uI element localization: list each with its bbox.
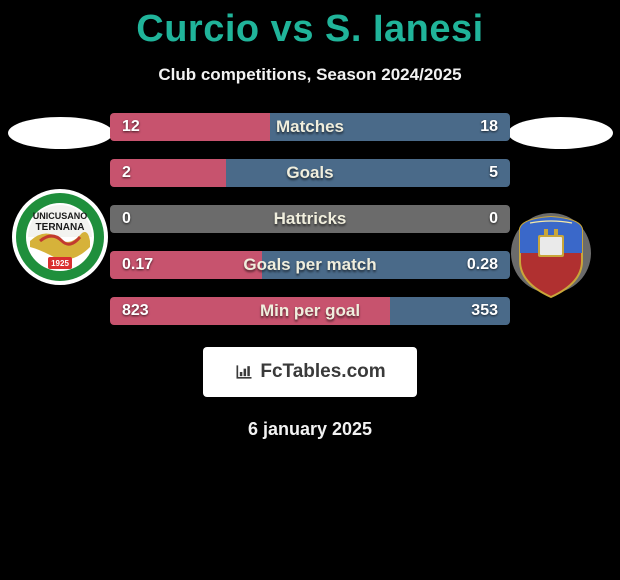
stat-row: 823 353 Min per goal: [110, 297, 510, 325]
comparison-area: UNICUSANO TERNANA 1925 12 18 Matches 2 5 Goal…: [0, 113, 620, 440]
crest-year: 1925: [51, 259, 69, 268]
stat-value-right: 18: [480, 118, 498, 136]
bar-segment-right: [226, 159, 510, 187]
player-right-avatar: [508, 117, 613, 149]
player-left-crest: UNICUSANO TERNANA 1925: [10, 177, 110, 297]
stat-row: 0 0 Hattricks: [110, 205, 510, 233]
stat-label: Hattricks: [274, 209, 347, 229]
stat-value-left: 0: [122, 210, 131, 228]
stat-value-left: 2: [122, 164, 131, 182]
stat-bars: 12 18 Matches 2 5 Goals 0 0 Hattricks 0.17 0.28 Goa…: [110, 113, 510, 325]
stat-row: 0.17 0.28 Goals per match: [110, 251, 510, 279]
stat-value-left: 0.17: [122, 256, 153, 274]
player-right-column: [500, 113, 620, 297]
stat-row: 12 18 Matches: [110, 113, 510, 141]
page-title: Curcio vs S. Ianesi: [0, 0, 620, 51]
report-date: 6 january 2025: [0, 419, 620, 440]
brand-logo-box: FcTables.com: [203, 347, 417, 397]
player-left-column: UNICUSANO TERNANA 1925: [0, 113, 120, 297]
stat-label: Matches: [276, 117, 344, 137]
stat-value-left: 823: [122, 302, 149, 320]
stat-value-left: 12: [122, 118, 140, 136]
player-left-avatar: [8, 117, 113, 149]
stat-label: Goals per match: [243, 255, 376, 275]
crest-text-mid: TERNANA: [36, 222, 85, 233]
stat-label: Min per goal: [260, 301, 360, 321]
stat-value-right: 0.28: [467, 256, 498, 274]
stat-row: 2 5 Goals: [110, 159, 510, 187]
subtitle: Club competitions, Season 2024/2025: [0, 65, 620, 85]
stat-value-right: 353: [471, 302, 498, 320]
brand-name: FcTables.com: [260, 361, 385, 383]
stat-label: Goals: [286, 163, 333, 183]
crest-text-top: UNICUSANO: [33, 211, 88, 221]
stat-value-right: 0: [489, 210, 498, 228]
player-right-crest: [510, 177, 610, 297]
stat-value-right: 5: [489, 164, 498, 182]
chart-icon: [234, 362, 254, 382]
